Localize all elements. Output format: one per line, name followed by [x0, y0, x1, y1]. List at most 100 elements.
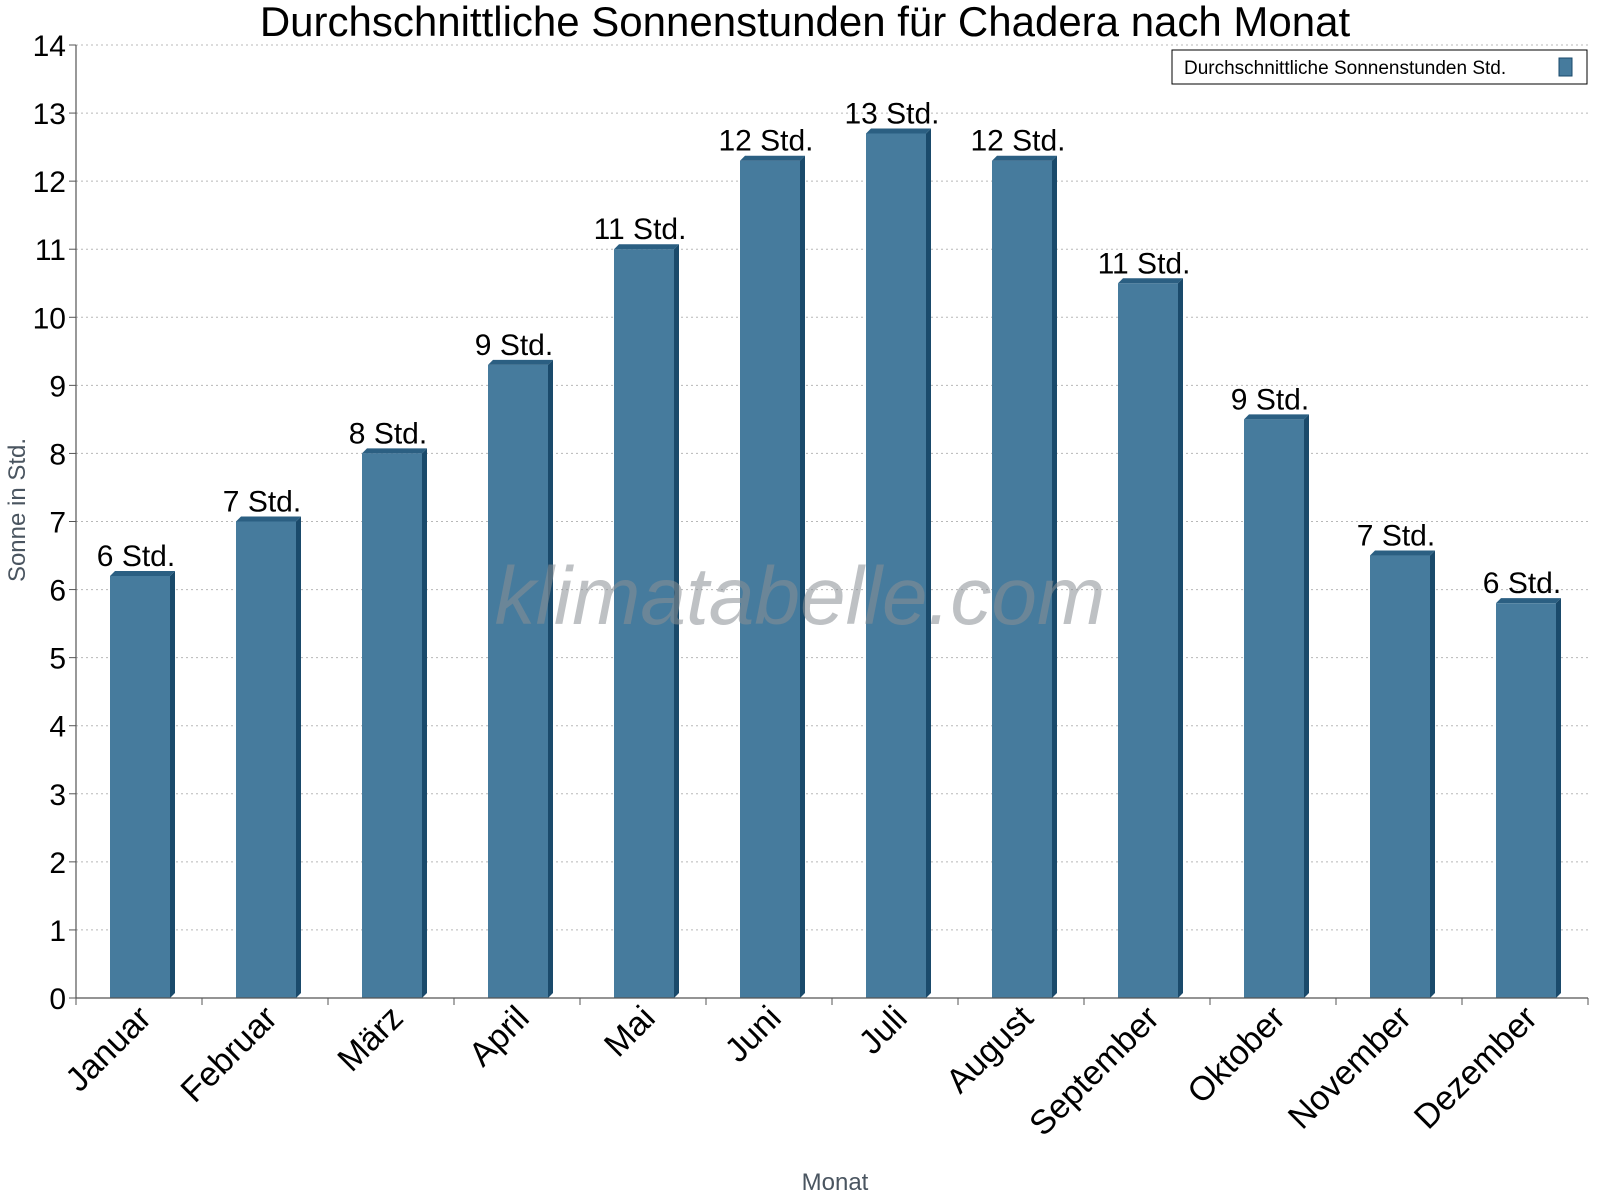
- bar: [614, 244, 679, 998]
- x-tick-labels: Januar Februar März April Mai Juni Juli AugustS…: [58, 998, 1544, 1143]
- bar-top: [1118, 278, 1183, 284]
- y-tick-label: 12: [33, 166, 66, 199]
- data-label: 13 Std.: [844, 97, 939, 130]
- bar-face: [1496, 603, 1556, 998]
- bar-top: [110, 570, 175, 576]
- x-tick-label: August: [939, 998, 1041, 1100]
- y-tick-label: 3: [49, 779, 66, 812]
- data-label: 9 Std.: [1231, 383, 1309, 416]
- x-tick-label: März: [330, 999, 410, 1079]
- bar-top: [614, 244, 679, 250]
- x-tick-label: Juli: [852, 999, 915, 1062]
- bar-face: [236, 521, 296, 998]
- data-label: 11 Std.: [1098, 247, 1191, 280]
- y-tick-label: 14: [33, 30, 66, 63]
- x-tick-label: Oktober: [1180, 999, 1292, 1111]
- bar-face: [1370, 555, 1430, 998]
- y-tick-label: 2: [49, 847, 66, 880]
- y-axis-title: Sonne in Std.: [4, 438, 31, 582]
- y-tick-label: 7: [49, 507, 66, 540]
- x-tick-label: Mai: [597, 999, 663, 1065]
- bar-face: [110, 575, 170, 998]
- data-label: 9 Std.: [475, 329, 553, 362]
- y-tick-label: 13: [33, 98, 66, 131]
- bar-face: [740, 160, 800, 998]
- data-label: 7 Std.: [223, 486, 301, 519]
- bar-face: [614, 249, 674, 998]
- bar-side: [1178, 278, 1183, 998]
- bar-top: [1244, 414, 1309, 420]
- bar: [992, 155, 1057, 998]
- bar-side: [548, 359, 553, 999]
- bar: [110, 570, 175, 998]
- bar-top: [1370, 550, 1435, 556]
- bar-face: [1244, 419, 1304, 999]
- watermark: klimatabelle.com: [495, 551, 1106, 642]
- bars: [110, 128, 1561, 999]
- bar-side: [170, 570, 175, 998]
- bar-side: [1430, 550, 1435, 998]
- bar-top: [362, 448, 427, 454]
- y-tick-label: 6: [49, 575, 66, 608]
- data-label: 7 Std.: [1357, 520, 1435, 553]
- bar-side: [800, 155, 805, 998]
- grid-lines: [76, 44, 1588, 931]
- bar-top: [488, 359, 553, 365]
- bar-side: [1556, 598, 1561, 998]
- data-label: 8 Std.: [349, 417, 427, 450]
- bar: [488, 359, 553, 999]
- bar: [866, 128, 931, 998]
- bar-top: [866, 128, 931, 134]
- chart-title: Durchschnittliche Sonnenstunden für Chad…: [260, 0, 1351, 45]
- bar-top: [1496, 598, 1561, 604]
- bar-side: [296, 516, 301, 998]
- x-axis-title: Monat: [802, 1169, 869, 1196]
- x-tick-label: November: [1281, 999, 1419, 1137]
- legend: Durchschnittliche Sonnenstunden Std.: [1171, 49, 1588, 85]
- y-tick-label: 8: [49, 438, 66, 471]
- bar: [740, 155, 805, 998]
- x-tick-label: Januar: [58, 999, 158, 1099]
- y-tick-label: 11: [35, 234, 66, 267]
- bar-face: [866, 133, 926, 998]
- bar: [1496, 598, 1561, 998]
- data-label: 12 Std.: [970, 125, 1065, 158]
- x-tick-label: Juni: [718, 999, 789, 1070]
- y-tick-label: 1: [49, 915, 66, 948]
- x-tick-label: April: [462, 999, 537, 1074]
- bar-side: [1304, 414, 1309, 999]
- x-tick-label: September: [1022, 999, 1166, 1143]
- x-tick-label: Februar: [174, 999, 285, 1110]
- bar-top: [992, 155, 1057, 161]
- legend-label: Durchschnittliche Sonnenstunden Std.: [1184, 58, 1506, 79]
- bar-top: [740, 155, 805, 161]
- data-label: 6 Std.: [97, 540, 175, 573]
- legend-swatch: [1558, 57, 1573, 77]
- bar: [236, 516, 301, 998]
- bar-side: [1052, 155, 1057, 998]
- bar: [1244, 414, 1309, 999]
- bar-side: [422, 448, 427, 998]
- y-tick-label: 9: [49, 370, 66, 403]
- bar-top: [236, 516, 301, 522]
- bar-face: [1118, 283, 1178, 998]
- data-label: 6 Std.: [1483, 567, 1561, 600]
- bar: [1370, 550, 1435, 998]
- bar-face: [488, 364, 548, 999]
- axes: [69, 44, 1589, 1005]
- data-label: 12 Std.: [718, 125, 813, 158]
- y-tick-label: 10: [33, 302, 66, 335]
- y-tick-label: 4: [49, 711, 66, 744]
- legend-box: [1171, 49, 1588, 85]
- bar: [1118, 278, 1183, 998]
- bar-face: [362, 453, 422, 998]
- bar-side: [674, 244, 679, 998]
- y-tick-label: 0: [49, 983, 66, 1016]
- x-tick-label: Dezember: [1407, 999, 1545, 1137]
- y-tick-label: 5: [49, 643, 66, 676]
- bar: [362, 448, 427, 998]
- data-label: 11 Std.: [594, 213, 687, 246]
- bar-side: [926, 128, 931, 998]
